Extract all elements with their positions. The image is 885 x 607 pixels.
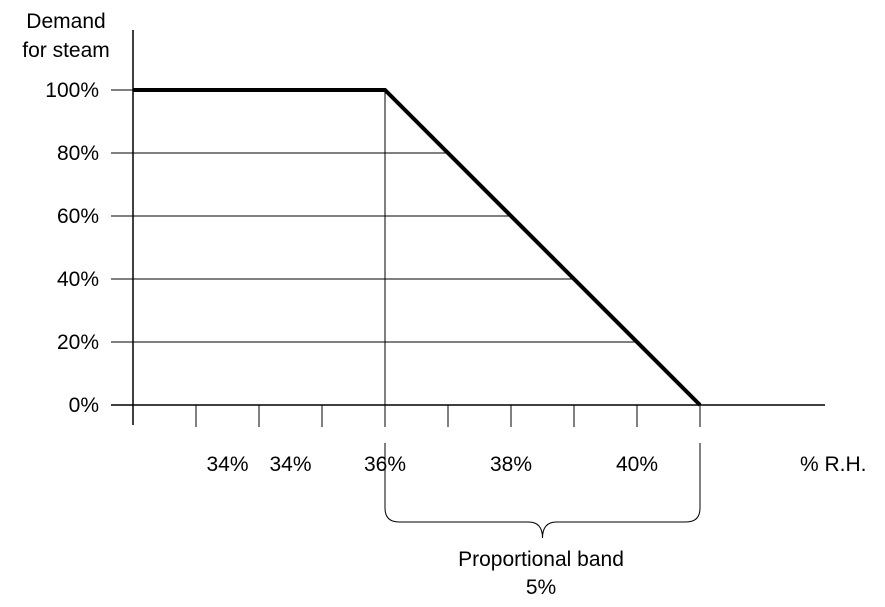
y-axis-label-line1: Demand (26, 10, 105, 33)
axes (111, 30, 825, 425)
band-label-line2: 5% (526, 576, 556, 599)
y-tick-label: 40% (57, 268, 99, 291)
y-tick-label: 0% (69, 394, 99, 417)
ticks (195, 405, 701, 427)
x-tick-label: 40% (616, 453, 658, 476)
y-tick-label: 20% (57, 331, 99, 354)
x-tick-label: 34% (269, 453, 311, 476)
demand-line (133, 88, 702, 407)
band-brace (384, 443, 701, 539)
band-label-line1: Proportional band (458, 548, 624, 571)
x-axis-label: % R.H. (800, 453, 867, 476)
y-tick-label: 80% (57, 142, 99, 165)
y-tick-label: 100% (45, 79, 99, 102)
y-axis-label-line2: for steam (22, 39, 110, 62)
x-tick-label: 34% (206, 453, 248, 476)
gridlines (111, 89, 637, 343)
y-tick-label: 60% (57, 205, 99, 228)
labels: Demand for steam % R.H. Proportional ban… (22, 10, 866, 599)
x-tick-label: 38% (490, 453, 532, 476)
series (133, 88, 702, 407)
band-brace-path (384, 443, 701, 539)
